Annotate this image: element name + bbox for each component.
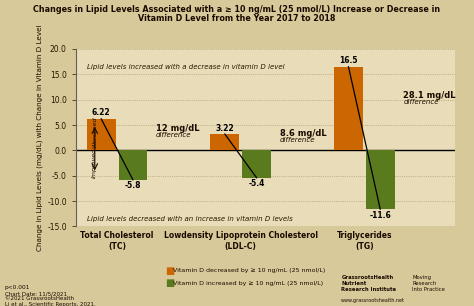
Bar: [87, 119, 116, 150]
Text: 12 mg/dL: 12 mg/dL: [156, 124, 200, 133]
Text: Vitamin D Level from the Year 2017 to 2018: Vitamin D Level from the Year 2017 to 20…: [138, 14, 336, 23]
Text: 3.22: 3.22: [216, 124, 234, 132]
Text: -11.6: -11.6: [369, 211, 391, 220]
Text: -5.8: -5.8: [125, 181, 141, 190]
Text: Changes in Lipid Levels Associated with a ≥ 10 ng/mL (25 nmol/L) Increase or Dec: Changes in Lipid Levels Associated with …: [34, 5, 440, 13]
Bar: [118, 150, 147, 180]
Text: difference: difference: [156, 132, 191, 138]
Text: p<0.001: p<0.001: [5, 285, 30, 290]
Text: 6.22: 6.22: [92, 108, 110, 117]
Text: Moving
Research
Into Practice: Moving Research Into Practice: [412, 275, 445, 292]
Text: Chart Date: 11/5/2021: Chart Date: 11/5/2021: [5, 291, 67, 296]
Text: Lipid levels decreased with an increase in vitamin D levels: Lipid levels decreased with an increase …: [87, 216, 292, 222]
Text: 28.1 mg/dL: 28.1 mg/dL: [403, 91, 456, 100]
Text: ■: ■: [166, 266, 178, 276]
Bar: [210, 134, 239, 150]
Text: Vitamin D decreased by ≥ 10 ng/mL (25 nmol/L): Vitamin D decreased by ≥ 10 ng/mL (25 nm…: [173, 268, 325, 273]
Bar: [366, 150, 395, 209]
Text: Lipid levels increased with a decrease in vitamin D level: Lipid levels increased with a decrease i…: [87, 64, 284, 70]
Text: GrassrootsHealth
Nutrient
Research Institute: GrassrootsHealth Nutrient Research Insti…: [341, 275, 396, 292]
Text: difference: difference: [280, 137, 315, 143]
Text: Li et al., Scientific Reports, 2021.: Li et al., Scientific Reports, 2021.: [5, 302, 95, 306]
Text: Vitamin D increased by ≥ 10 ng/mL (25 nmol/L): Vitamin D increased by ≥ 10 ng/mL (25 nm…: [173, 281, 323, 285]
Text: ■: ■: [166, 278, 178, 288]
Bar: [334, 67, 363, 150]
Bar: [242, 150, 271, 178]
Text: 8.6 mg/dL: 8.6 mg/dL: [280, 129, 326, 138]
Y-axis label: Change in Lipid Levels (mg/dL) with Change in Vitamin D Level: Change in Lipid Levels (mg/dL) with Chan…: [36, 24, 43, 251]
Text: www.grassrootshealth.net: www.grassrootshealth.net: [341, 298, 405, 303]
Text: Worsened: Worsened: [92, 117, 97, 148]
Text: 16.5: 16.5: [339, 56, 358, 65]
Text: Improved: Improved: [92, 148, 97, 178]
Text: ©2021 GrassrootsHealth: ©2021 GrassrootsHealth: [5, 297, 74, 301]
Text: difference: difference: [403, 99, 439, 105]
Text: -5.4: -5.4: [248, 179, 265, 188]
